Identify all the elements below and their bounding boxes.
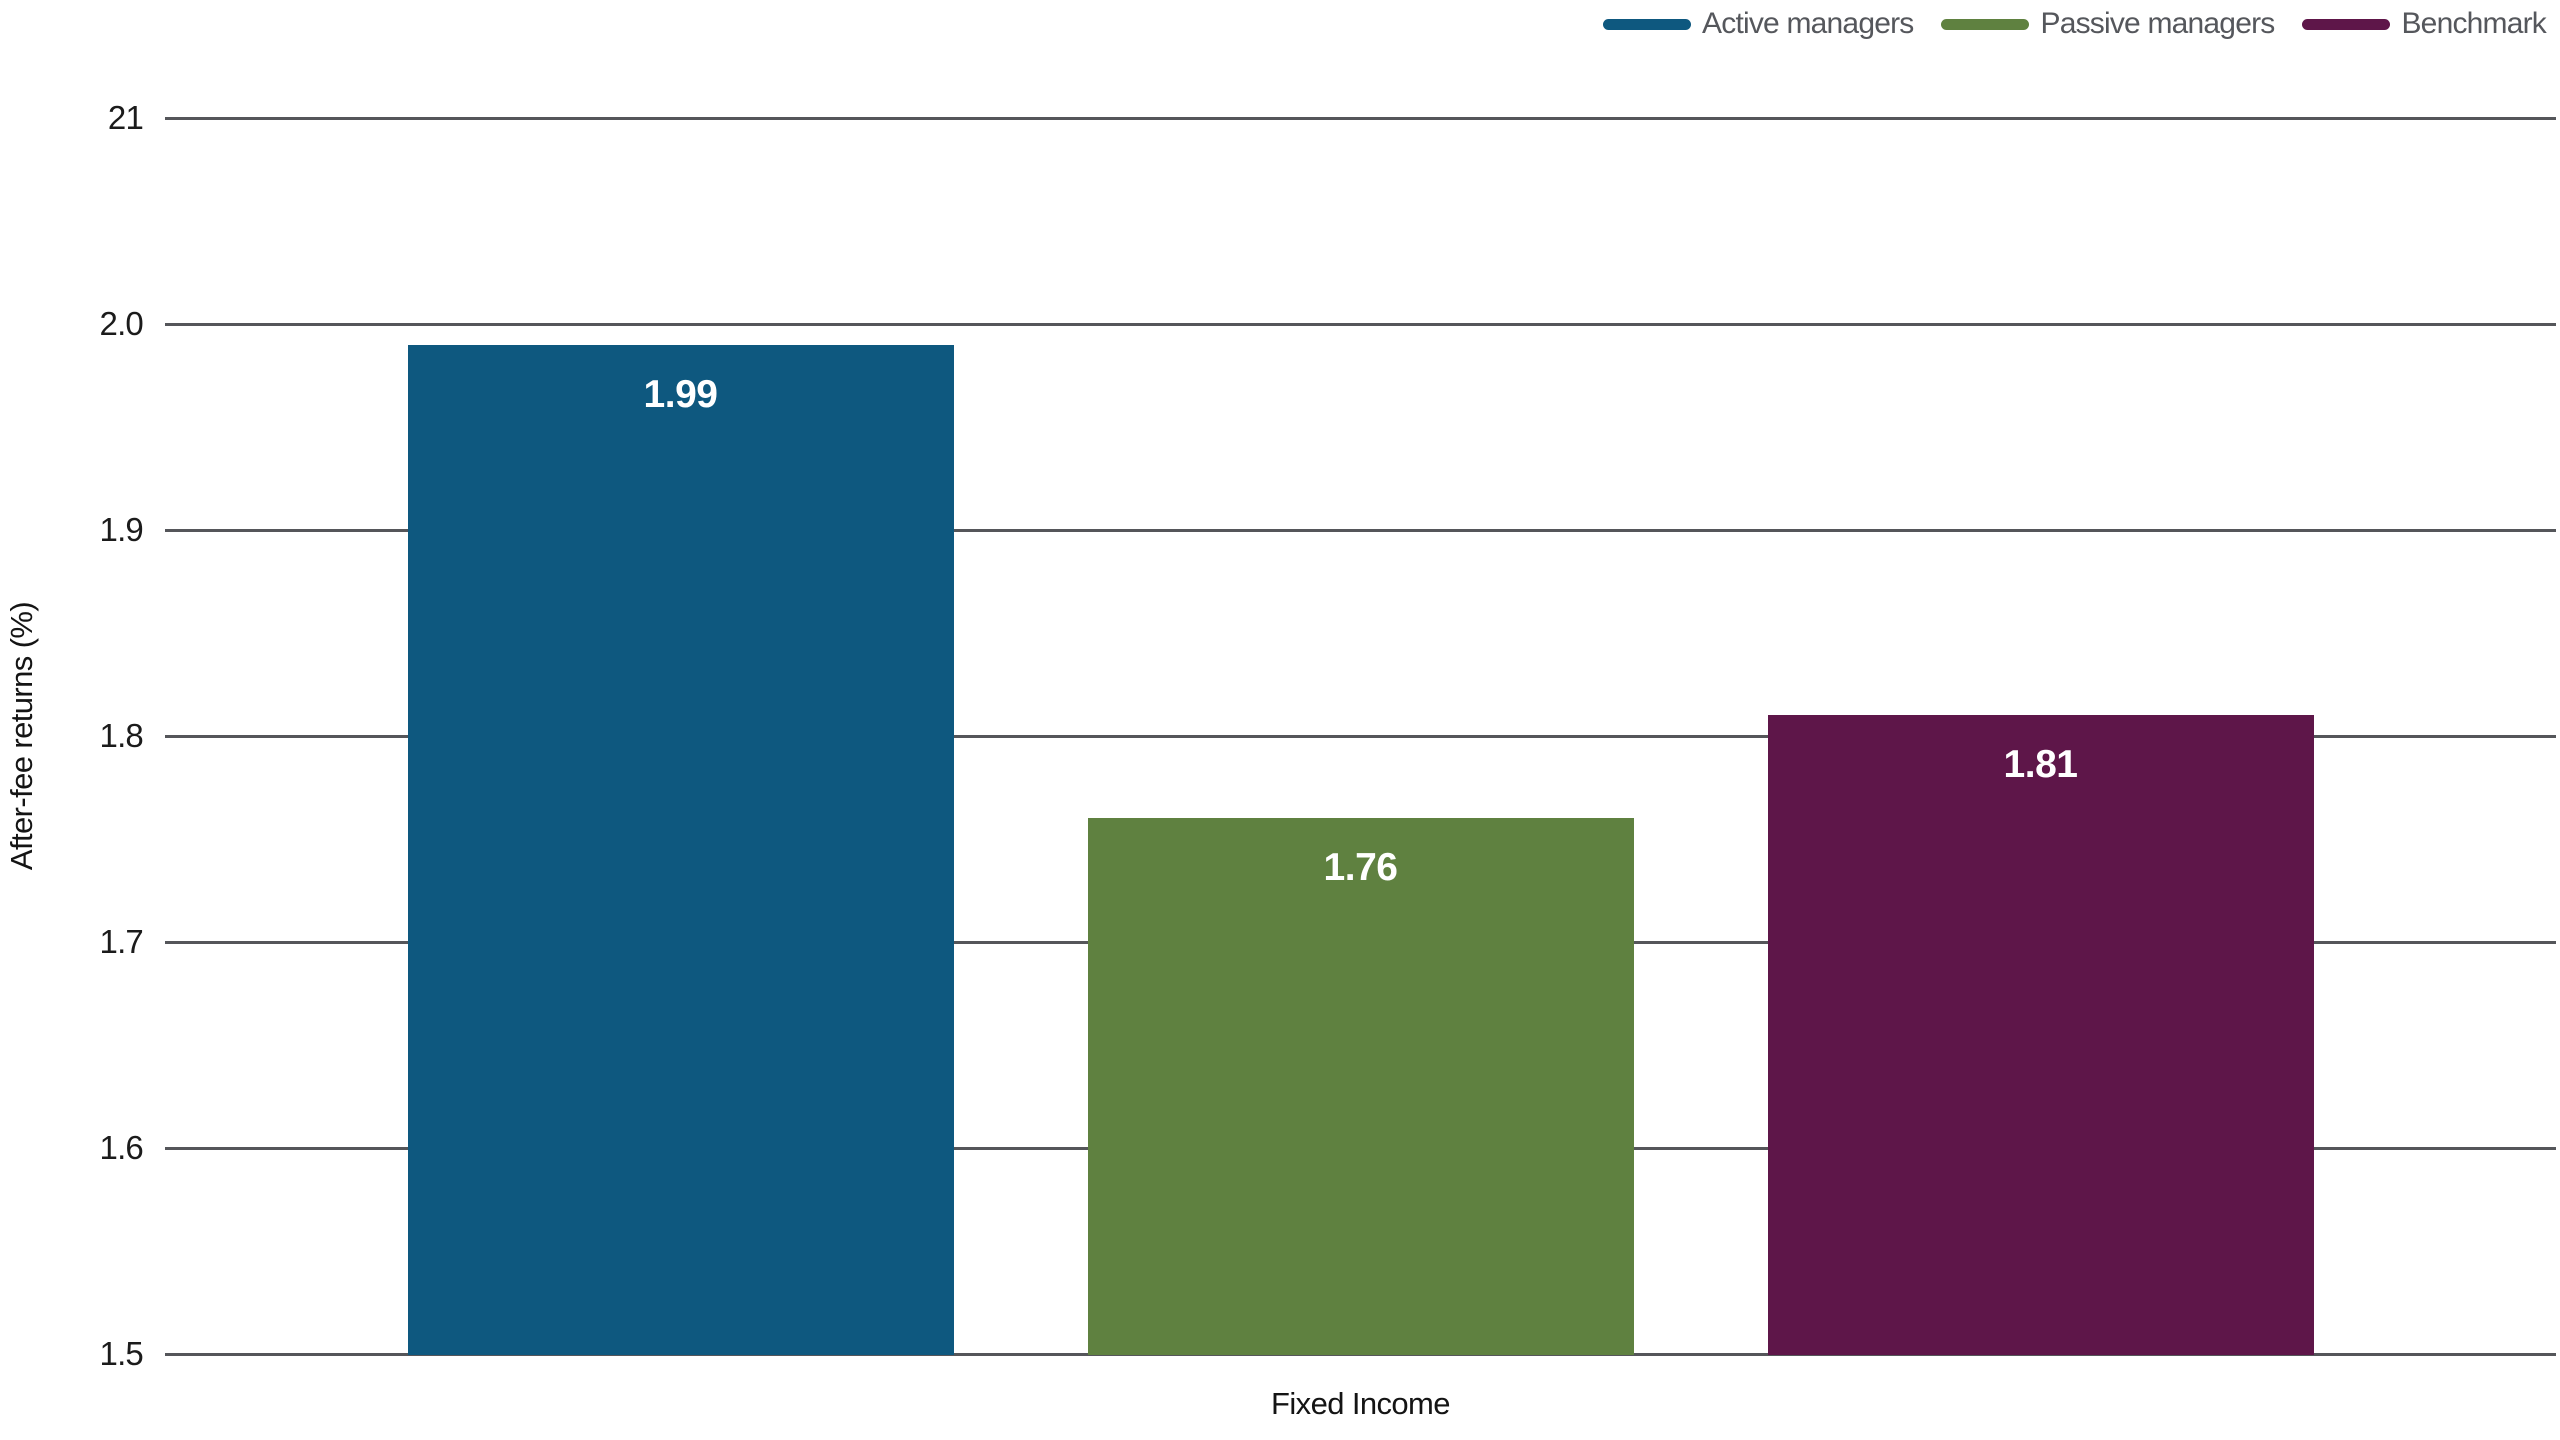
- x-axis-title: Fixed Income: [1271, 1386, 1450, 1421]
- bar-value-label: 1.81: [2003, 743, 2078, 787]
- gridline-2.0: [165, 322, 2556, 326]
- y-tick-label-21: 21: [107, 99, 144, 136]
- bar-value-label: 1.76: [1323, 846, 1398, 890]
- gridline-21: [165, 116, 2556, 120]
- y-tick-label-1.8: 1.8: [99, 717, 144, 754]
- legend-swatch-active-managers: [1603, 18, 1692, 30]
- legend-label-benchmark: Benchmark: [2401, 7, 2546, 40]
- y-tick-label-1.5: 1.5: [99, 1335, 144, 1372]
- legend-item-passive-managers: Passive managers: [1941, 6, 2275, 42]
- legend-item-active-managers: Active managers: [1603, 6, 1914, 42]
- legend-swatch-benchmark: [2302, 18, 2391, 30]
- y-tick-label-1.7: 1.7: [99, 923, 144, 960]
- bar-passive-managers: 1.76: [1087, 818, 1634, 1356]
- legend-swatch-passive-managers: [1941, 18, 2030, 30]
- y-tick-label-1.9: 1.9: [99, 511, 144, 548]
- bar-active-managers: 1.99: [407, 344, 954, 1356]
- legend-item-benchmark: Benchmark: [2302, 6, 2547, 42]
- y-tick-label-2.0: 2.0: [99, 305, 144, 342]
- legend-label-passive-managers: Passive managers: [2040, 7, 2275, 40]
- gridline-1.8: [165, 734, 2556, 738]
- bar-value-label: 1.99: [643, 372, 718, 416]
- bar-benchmark: 1.81: [1767, 715, 2314, 1356]
- legend-label-active-managers: Active managers: [1702, 7, 1914, 40]
- y-axis-title: After-fee returns (%): [4, 601, 39, 871]
- gridline-1.9: [165, 528, 2556, 532]
- y-tick-label-1.6: 1.6: [99, 1129, 144, 1166]
- chart-legend: Active managers Passive managers Benchma…: [1603, 6, 2547, 42]
